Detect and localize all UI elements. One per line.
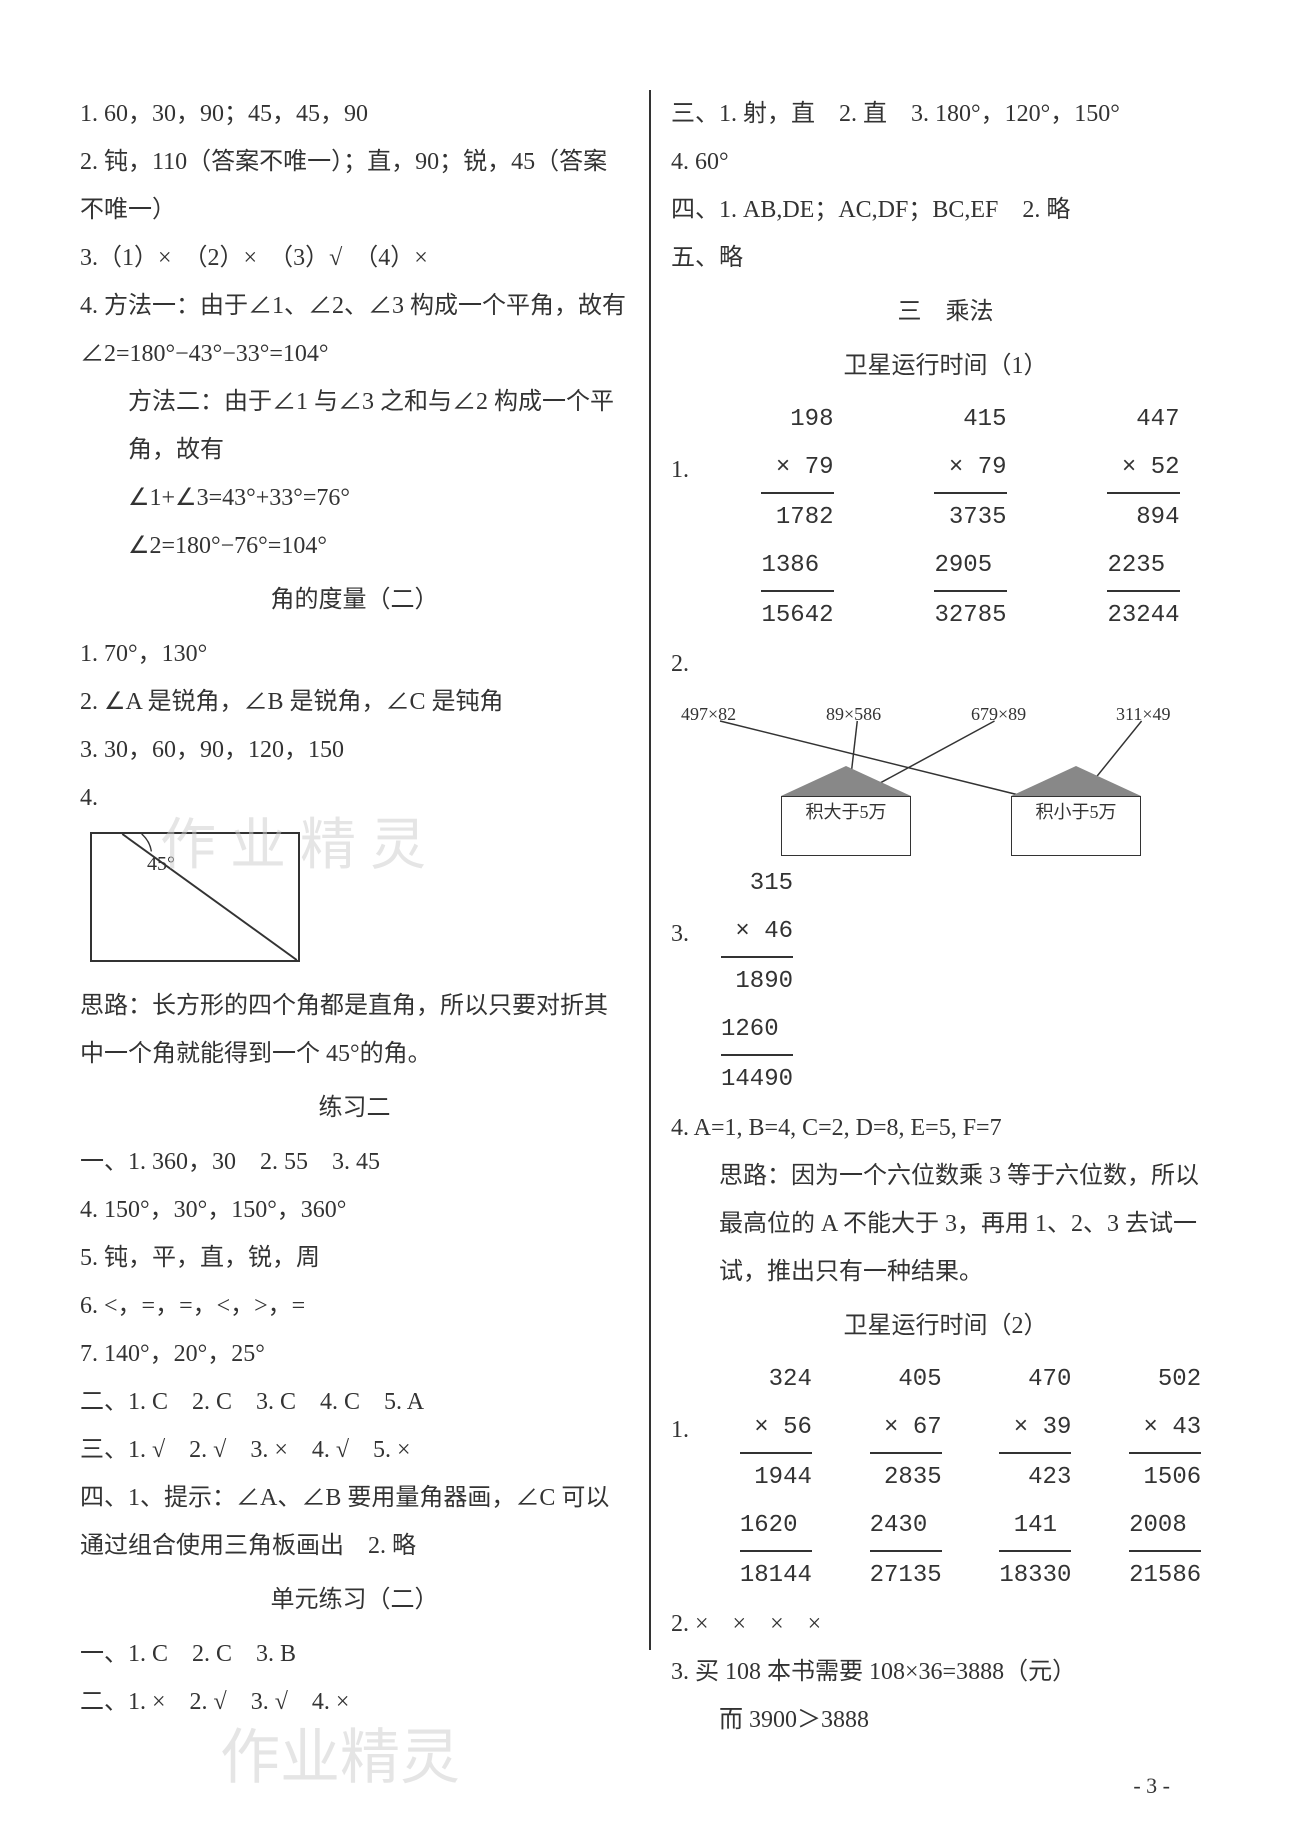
text-line: 三、1. √ 2. √ 3. × 4. √ 5. × — [80, 1426, 629, 1474]
vertical-multiplication: 470 × 39 423 141 18330 — [999, 1356, 1071, 1600]
text-line: 4. 60° — [671, 138, 1220, 186]
text-line: 一、1. C 2. C 3. B — [80, 1630, 629, 1678]
text-line: 五、略 — [671, 234, 1220, 282]
angle-45-label: 45° — [147, 844, 175, 884]
vertical-multiplication: 324 × 56 1944 1620 18144 — [740, 1356, 812, 1600]
vertical-multiplication: 502 × 43 1506 2008 21586 — [1129, 1356, 1201, 1600]
text-line: 思路：长方形的四个角都是直角，所以只要对折其中一个角就能得到一个 45°的角。 — [80, 982, 629, 1078]
question-label: 3. — [671, 860, 701, 958]
house-box: 积小于5万 — [1011, 796, 1141, 856]
expr: 311×49 — [1116, 696, 1170, 732]
page-number: - 3 - — [1133, 1764, 1170, 1808]
text-line: 方法二：由于∠1 与∠3 之和与∠2 构成一个平角，故有 — [128, 378, 629, 474]
vertical-multiplication: 415 × 79 3735 2905 32785 — [934, 396, 1006, 640]
expr: 89×586 — [826, 696, 881, 732]
question-label: 1. — [671, 396, 701, 494]
text-line: 2. × × × × — [671, 1600, 1220, 1648]
text-line: 2. — [671, 640, 1220, 688]
question-label: 1. — [671, 1356, 701, 1454]
vertical-multiplication: 447 × 52 894 2235 23244 — [1107, 396, 1179, 640]
roof-icon — [781, 766, 911, 796]
text-line: 四、1、提示：∠A、∠B 要用量角器画，∠C 可以通过组合使用三角板画出 2. … — [80, 1474, 629, 1570]
text-line: 3. 买 108 本书需要 108×36=3888（元） — [671, 1648, 1220, 1696]
text-line: 4. — [80, 774, 629, 822]
text-line: 三、1. 射，直 2. 直 3. 180°，120°，150° — [671, 90, 1220, 138]
text-line: 一、1. 360，30 2. 55 3. 45 — [80, 1138, 629, 1186]
section-title: 三 乘法 — [671, 288, 1220, 336]
text-line: 1. 70°，130° — [80, 630, 629, 678]
text-line: 2. 钝，110（答案不唯一）；直，90；锐，45（答案不唯一） — [80, 138, 629, 234]
right-column: 三、1. 射，直 2. 直 3. 180°，120°，150° 4. 60° 四… — [651, 90, 1240, 1650]
text-line: 而 3900＞3888 — [719, 1696, 1220, 1744]
roof-icon — [1011, 766, 1141, 796]
text-line: 4. A=1, B=4, C=2, D=8, E=5, F=7 — [671, 1104, 1220, 1152]
text-line: 2. ∠A 是锐角，∠B 是锐角，∠C 是钝角 — [80, 678, 629, 726]
text-line: 4. 150°，30°，150°，360° — [80, 1186, 629, 1234]
section-title: 卫星运行时间（1） — [671, 342, 1220, 390]
text-line: 4. 方法一：由于∠1、∠2、∠3 构成一个平角，故有 ∠2=180°−43°−… — [80, 282, 629, 378]
two-column-layout: 1. 60，30，90；45，45，90 2. 钝，110（答案不唯一）；直，9… — [60, 90, 1240, 1650]
section-title: 角的度量（二） — [80, 576, 629, 624]
section-title: 练习二 — [80, 1084, 629, 1132]
expr: 679×89 — [971, 696, 1026, 732]
text-line: 3. 30，60，90，120，150 — [80, 726, 629, 774]
expr: 497×82 — [681, 696, 736, 732]
rectangle-45deg-figure: 45° — [90, 832, 300, 962]
text-line: 四、1. AB,DE；AC,DF；BC,EF 2. 略 — [671, 186, 1220, 234]
text-line: 思路：因为一个六位数乘 3 等于六位数，所以最高位的 A 不能大于 3，再用 1… — [719, 1152, 1220, 1296]
vertical-multiplication: 198 × 79 1782 1386 15642 — [761, 396, 833, 640]
vertical-multiplication: 315 × 46 1890 1260 14490 — [721, 860, 793, 1104]
text-line: 二、1. × 2. √ 3. √ 4. × — [80, 1678, 629, 1726]
q3-multiplication: 3. 315 × 46 1890 1260 14490 — [671, 860, 1220, 1104]
section-title: 单元练习（二） — [80, 1576, 629, 1624]
b1-multiplication-set: 1. 324 × 56 1944 1620 18144 405 × 67 283… — [671, 1356, 1220, 1600]
text-line: 1. 60，30，90；45，45，90 — [80, 90, 629, 138]
text-line: 5. 钝，平，直，锐，周 — [80, 1234, 629, 1282]
section-title: 卫星运行时间（2） — [671, 1302, 1220, 1350]
text-line: ∠1+∠3=43°+33°=76° — [128, 474, 629, 522]
text-line: 7. 140°，20°，25° — [80, 1330, 629, 1378]
text-line: 二、1. C 2. C 3. C 4. C 5. A — [80, 1378, 629, 1426]
house-box: 积大于5万 — [781, 796, 911, 856]
left-column: 1. 60，30，90；45，45，90 2. 钝，110（答案不唯一）；直，9… — [60, 90, 651, 1650]
vertical-multiplication: 405 × 67 2835 2430 27135 — [870, 1356, 942, 1600]
text-line: ∠2=180°−76°=104° — [128, 522, 629, 570]
q1-multiplication-set: 1. 198 × 79 1782 1386 15642 415 × 79 373… — [671, 396, 1220, 640]
text-line: 3.（1）× （2）× （3）√ （4）× — [80, 234, 629, 282]
text-line: 6. <，=，=，<，>，= — [80, 1282, 629, 1330]
matching-diagram: 497×82 89×586 679×89 311×49 积大于5万 积小于5万 — [671, 696, 1220, 856]
